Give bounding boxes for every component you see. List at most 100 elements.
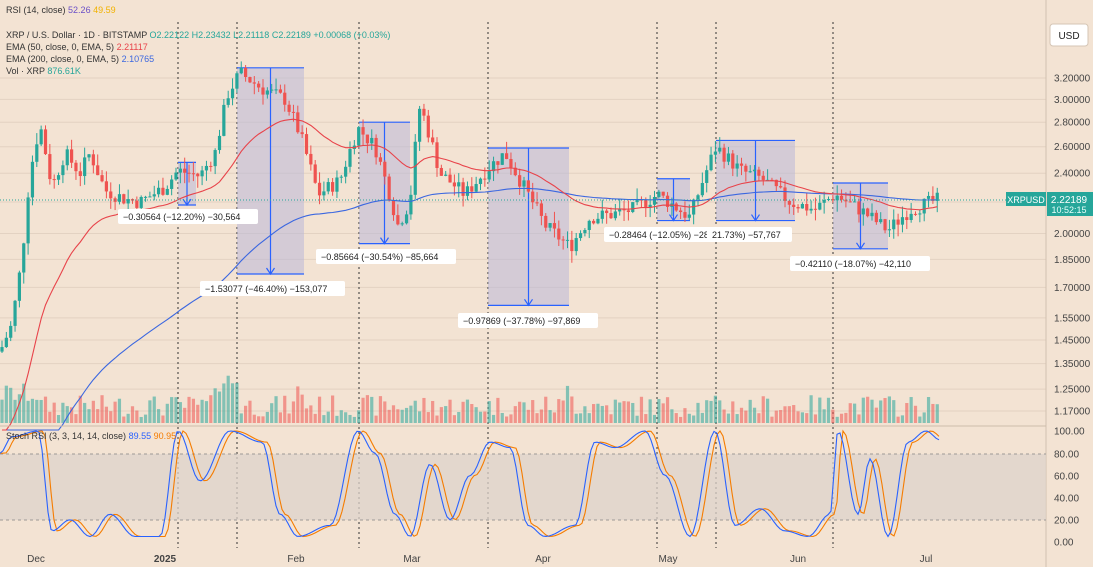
stoch-rsi-pane[interactable]: Stoch RSI (3, 3, 14, 14, close) 89.55 90… bbox=[0, 425, 1085, 549]
volume-bar bbox=[248, 400, 252, 423]
candle-body bbox=[713, 151, 717, 155]
volume-bar bbox=[500, 412, 504, 423]
candle-body bbox=[104, 181, 108, 192]
candle-body bbox=[513, 167, 517, 176]
candle-body bbox=[187, 172, 191, 174]
rsi-label: RSI (14, close) bbox=[6, 5, 66, 15]
volume-bar bbox=[391, 405, 396, 423]
volume-bar bbox=[509, 414, 513, 423]
candle-body bbox=[587, 220, 591, 230]
volume-bar bbox=[439, 407, 443, 423]
volume-bar bbox=[853, 403, 857, 423]
candle-body bbox=[326, 182, 330, 192]
volume-value: 876.61K bbox=[47, 66, 81, 76]
candle-body bbox=[244, 67, 248, 78]
candle-body bbox=[209, 165, 213, 167]
time-tick-label: May bbox=[659, 554, 678, 565]
volume-bar bbox=[309, 405, 313, 423]
candle-body bbox=[161, 187, 165, 195]
volume-bar bbox=[304, 408, 309, 423]
volume-bar bbox=[52, 402, 56, 423]
volume-bar bbox=[35, 399, 39, 423]
volume-bar bbox=[435, 415, 439, 423]
volume-bar bbox=[461, 401, 465, 423]
ema200-line bbox=[2, 187, 938, 431]
measurement-label: −0.28464 (−12.05%) −28,464 bbox=[609, 230, 726, 240]
volume-bar bbox=[496, 397, 500, 423]
time-tick-label: Feb bbox=[287, 554, 305, 565]
price-badge-symbol: XRPUSD bbox=[1007, 195, 1045, 205]
candle-body bbox=[391, 200, 396, 216]
volume-bar bbox=[413, 400, 417, 423]
time-axis[interactable]: Dec 2025 Feb Mar Apr May Jun Jul bbox=[27, 554, 932, 565]
volume-bar bbox=[922, 412, 926, 423]
price-tick-label: 2.40000 bbox=[1054, 169, 1091, 180]
time-tick-label: 2025 bbox=[154, 554, 177, 565]
volume-bar bbox=[196, 404, 200, 423]
volume-bar bbox=[592, 404, 596, 423]
price-badge-countdown: 10:52:15 bbox=[1051, 205, 1086, 215]
volume-bar bbox=[918, 416, 922, 423]
candle-body bbox=[339, 176, 343, 178]
candle-body bbox=[809, 208, 813, 211]
price-tick-label: 3.00000 bbox=[1054, 95, 1091, 106]
volume-bar bbox=[239, 413, 243, 423]
stoch-tick-label: 0.00 bbox=[1054, 538, 1074, 549]
candle-body bbox=[487, 171, 491, 180]
measurement-boxes[interactable] bbox=[178, 67, 888, 307]
candle-body bbox=[122, 194, 126, 204]
candle-body bbox=[879, 219, 883, 223]
volume-bar bbox=[235, 382, 239, 423]
candle-body bbox=[113, 198, 117, 202]
candle-body bbox=[61, 165, 65, 176]
stoch-tick-label: 60.00 bbox=[1054, 472, 1079, 483]
volume-bar bbox=[265, 411, 269, 423]
candle-body bbox=[322, 191, 326, 196]
volume-bar bbox=[252, 414, 256, 423]
volume-bar bbox=[335, 415, 339, 423]
candle-body bbox=[200, 170, 204, 177]
candle-body bbox=[239, 67, 243, 74]
volume-bar bbox=[374, 415, 378, 423]
candle-body bbox=[535, 202, 539, 204]
measurement-label: −0.30564 (−12.20%) −30,564 bbox=[123, 212, 240, 222]
volume-bar bbox=[22, 383, 26, 423]
candle-body bbox=[705, 170, 709, 183]
candle-body bbox=[839, 195, 844, 200]
volume-bar bbox=[826, 397, 831, 423]
candle-body bbox=[296, 112, 300, 133]
candle-body bbox=[687, 214, 691, 218]
volume-bar bbox=[322, 415, 326, 423]
volume-bar bbox=[848, 403, 852, 423]
currency-button[interactable]: USD bbox=[1049, 23, 1089, 47]
candle-body bbox=[935, 192, 939, 201]
candle-body bbox=[435, 142, 439, 168]
candle-body bbox=[635, 199, 639, 203]
volume-bar bbox=[226, 375, 230, 423]
candle-body bbox=[609, 213, 613, 219]
ema200-value: 2.10765 bbox=[122, 54, 155, 64]
volume-bar bbox=[331, 395, 335, 423]
candle-body bbox=[496, 161, 500, 165]
price-tick-label: 1.70000 bbox=[1054, 283, 1091, 294]
candle-body bbox=[309, 153, 313, 165]
candle-body bbox=[561, 239, 565, 241]
volume-bar bbox=[548, 410, 552, 423]
candle-body bbox=[74, 162, 78, 172]
volume-bar bbox=[857, 414, 861, 423]
candle-body bbox=[526, 180, 530, 192]
candle-body bbox=[544, 215, 548, 228]
candle-body bbox=[813, 208, 818, 210]
volume-bar bbox=[291, 401, 296, 423]
candle-body bbox=[913, 213, 918, 215]
volume-bar bbox=[296, 386, 300, 423]
candle-body bbox=[422, 108, 426, 116]
volume-bar bbox=[822, 409, 826, 423]
candle-body bbox=[631, 202, 635, 212]
volume-bar bbox=[222, 383, 226, 423]
candle-body bbox=[148, 196, 152, 198]
candle-body bbox=[652, 196, 657, 205]
volume-bar bbox=[257, 416, 261, 423]
volume-bar bbox=[431, 400, 435, 423]
